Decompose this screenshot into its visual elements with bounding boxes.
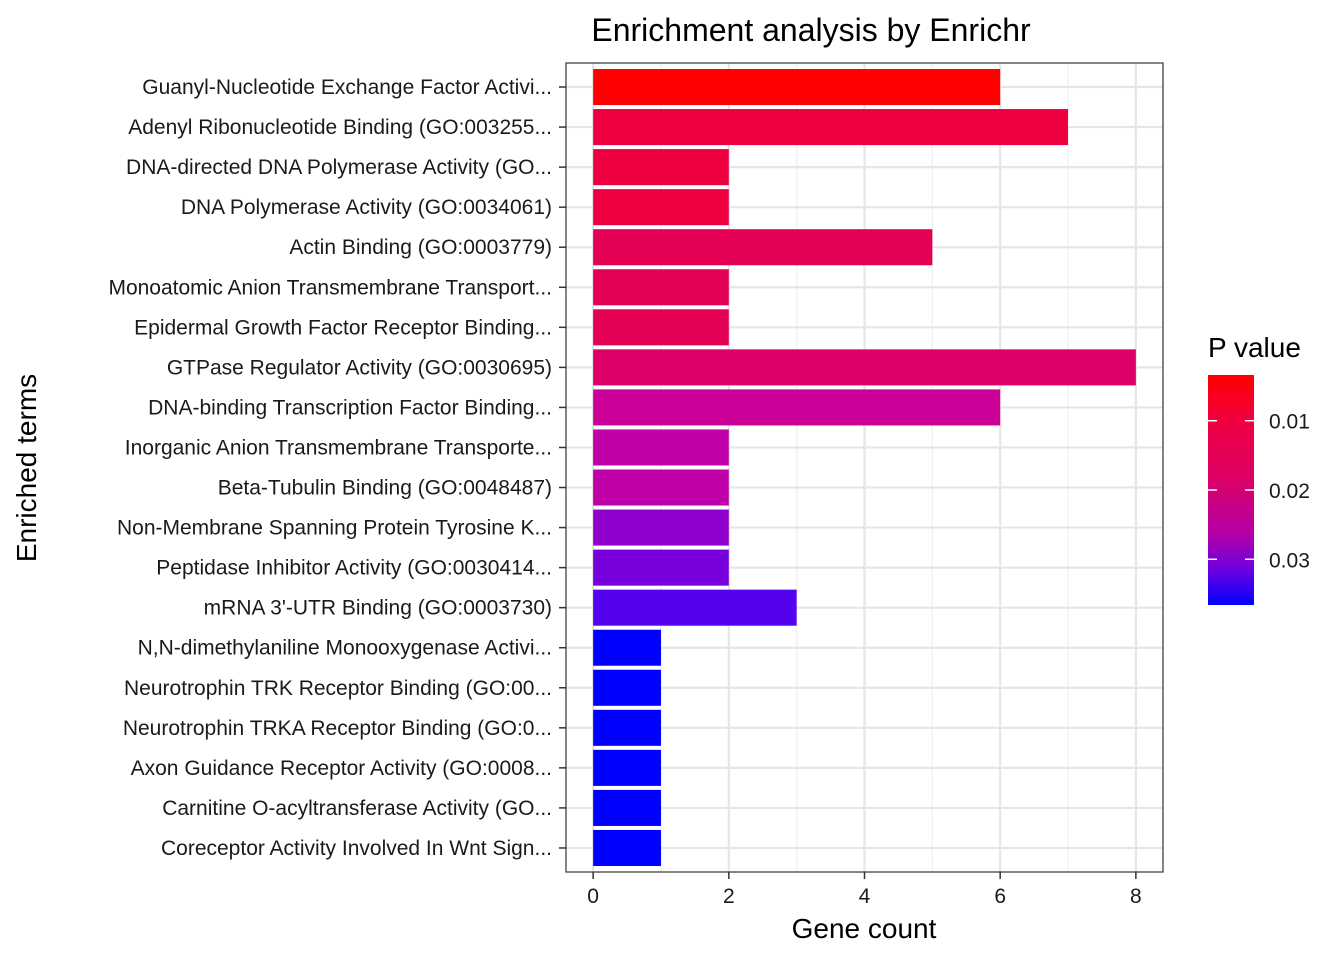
y-tick-label: GTPase Regulator Activity (GO:0030695)	[167, 356, 552, 379]
y-tick-label: Epidermal Growth Factor Receptor Binding…	[134, 316, 552, 339]
legend-title: P value	[1208, 332, 1301, 363]
bar	[593, 829, 661, 866]
y-tick-label: Adenyl Ribonucleotide Binding (GO:003255…	[128, 116, 552, 139]
y-tick-label: N,N-dimethylaniline Monooxygenase Activi…	[138, 637, 552, 660]
bar	[593, 669, 661, 706]
bar	[593, 349, 1136, 386]
y-tick-label: Monoatomic Anion Transmembrane Transport…	[108, 276, 552, 299]
x-tick-label: 6	[994, 885, 1006, 908]
y-tick-label: DNA-binding Transcription Factor Binding…	[148, 396, 552, 419]
x-tick-label: 8	[1130, 885, 1142, 908]
y-tick-label: Coreceptor Activity Involved In Wnt Sign…	[161, 837, 552, 860]
y-tick-label: Inorganic Anion Transmembrane Transporte…	[125, 436, 552, 459]
y-tick-label: Guanyl-Nucleotide Exchange Factor Activi…	[142, 76, 552, 99]
bar	[593, 629, 661, 666]
x-tick-label: 0	[587, 885, 599, 908]
y-axis-label: Enriched terms	[11, 374, 42, 562]
bar	[593, 309, 729, 346]
y-tick-label: Neurotrophin TRKA Receptor Binding (GO:0…	[123, 717, 552, 740]
bar	[593, 509, 729, 546]
bar	[593, 749, 661, 786]
bar	[593, 549, 729, 586]
x-axis: 0 2 4 6 8	[587, 872, 1142, 908]
bar	[593, 589, 797, 626]
bars	[593, 69, 1136, 866]
bar	[593, 389, 1001, 426]
y-tick-label: DNA-directed DNA Polymerase Activity (GO…	[126, 156, 552, 179]
y-tick-label: Beta-Tubulin Binding (GO:0048487)	[218, 477, 552, 500]
y-tick-label: DNA Polymerase Activity (GO:0034061)	[181, 196, 552, 219]
y-tick-label: Peptidase Inhibitor Activity (GO:0030414…	[156, 557, 552, 580]
y-tick-label: Actin Binding (GO:0003779)	[289, 236, 552, 259]
bar	[593, 109, 1069, 146]
y-tick-label: Carnitine O-acyltransferase Activity (GO…	[162, 797, 552, 820]
bar	[593, 469, 729, 506]
y-tick-label: Neurotrophin TRK Receptor Binding (GO:00…	[124, 677, 552, 700]
bar	[593, 269, 729, 306]
y-tick-label: Axon Guidance Receptor Activity (GO:0008…	[131, 757, 552, 780]
bar	[593, 69, 1001, 106]
bar	[593, 789, 661, 826]
bar	[593, 429, 729, 466]
y-tick-label: mRNA 3'-UTR Binding (GO:0003730)	[204, 597, 552, 620]
x-tick-label: 4	[859, 885, 871, 908]
x-axis-label: Gene count	[792, 913, 937, 944]
legend-tick-label: 0.02	[1269, 480, 1310, 503]
legend-tick-label: 0.01	[1269, 411, 1310, 434]
bar	[593, 189, 729, 226]
bar	[593, 229, 933, 266]
legend: P value 0.01 0.02 0.03	[1208, 332, 1310, 605]
bar	[593, 709, 661, 746]
y-tick-label: Non-Membrane Spanning Protein Tyrosine K…	[117, 517, 552, 540]
chart-title: Enrichment analysis by Enrichr	[591, 12, 1031, 48]
legend-ticks: 0.01 0.02 0.03	[1208, 411, 1310, 572]
legend-tick-label: 0.03	[1269, 549, 1310, 572]
y-axis: Guanyl-Nucleotide Exchange Factor Activi…	[108, 76, 566, 860]
bar	[593, 149, 729, 186]
x-tick-label: 2	[723, 885, 735, 908]
